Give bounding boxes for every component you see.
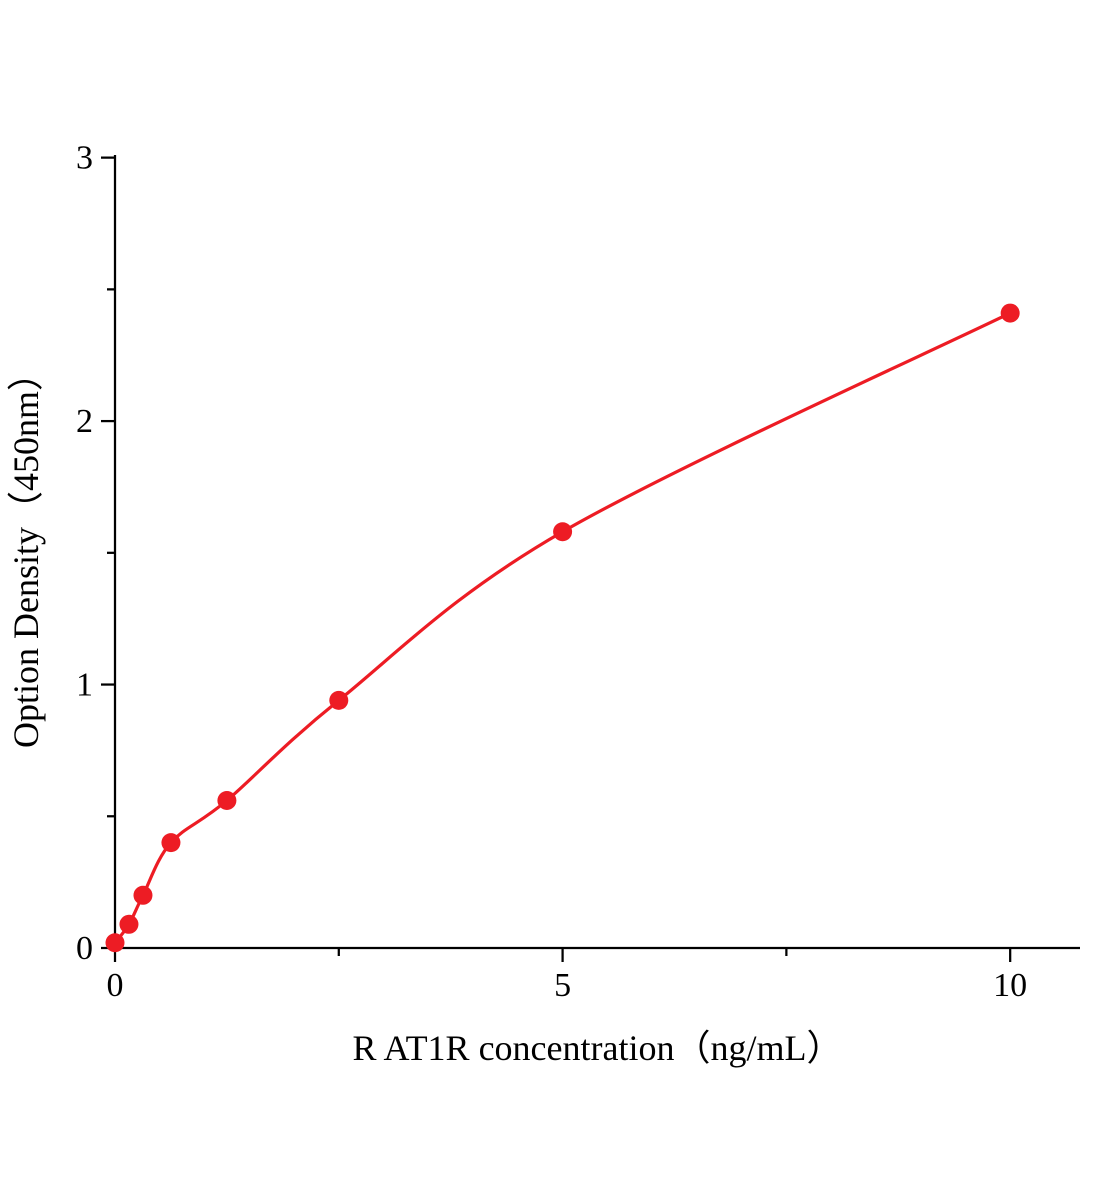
x-tick-label: 5	[554, 967, 571, 1004]
data-point	[161, 833, 181, 853]
x-tick-label: 10	[993, 967, 1027, 1004]
data-point	[329, 690, 349, 710]
fit-curve	[113, 311, 1012, 945]
data-point	[217, 790, 237, 810]
x-tick-label: 0	[107, 967, 124, 1004]
y-tick-label: 3	[76, 140, 93, 177]
data-point	[133, 885, 153, 905]
y-tick-label: 2	[76, 403, 93, 440]
data-point	[1000, 303, 1020, 323]
y-tick-label: 1	[76, 667, 93, 704]
data-point	[119, 914, 139, 934]
data-point	[105, 933, 125, 953]
y-axis-title: Option Density（450nm）	[6, 355, 46, 748]
data-point	[553, 522, 573, 542]
y-tick-label: 0	[76, 930, 93, 967]
x-axis-title: R AT1R concentration（ng/mL）	[353, 1028, 843, 1068]
